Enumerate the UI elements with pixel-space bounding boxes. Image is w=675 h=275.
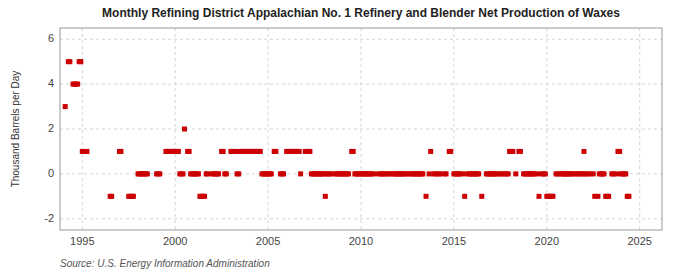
grid xyxy=(60,28,662,230)
point xyxy=(67,59,72,64)
grid-line xyxy=(60,218,662,219)
point xyxy=(323,194,328,199)
points xyxy=(63,59,632,199)
point xyxy=(372,171,377,176)
point xyxy=(307,149,312,154)
point xyxy=(202,194,207,199)
point xyxy=(461,171,466,176)
x-tick-label: 2025 xyxy=(627,235,651,247)
y-tick-label: 0 xyxy=(48,167,54,179)
point xyxy=(617,149,622,154)
point xyxy=(216,171,221,176)
point xyxy=(281,171,286,176)
point xyxy=(543,171,548,176)
grid-line xyxy=(82,28,83,230)
point xyxy=(581,149,586,154)
point xyxy=(157,171,162,176)
grid-line xyxy=(268,28,269,230)
point xyxy=(176,149,181,154)
point xyxy=(448,149,453,154)
point xyxy=(351,149,356,154)
point xyxy=(297,149,302,154)
point xyxy=(626,194,631,199)
point xyxy=(427,171,432,176)
x-tick-label: 2005 xyxy=(256,235,280,247)
point xyxy=(479,194,484,199)
point xyxy=(145,171,150,176)
y-tick-label: 6 xyxy=(48,32,54,44)
point xyxy=(181,171,186,176)
source-note: Source: U.S. Energy Information Administ… xyxy=(60,258,270,269)
point xyxy=(221,149,226,154)
point xyxy=(236,171,241,176)
x-tick-label: 2020 xyxy=(535,235,559,247)
point xyxy=(78,59,83,64)
grid-line xyxy=(546,28,547,230)
point xyxy=(462,194,467,199)
grid-line xyxy=(60,129,662,130)
title: Monthly Refining District Appalachian No… xyxy=(102,6,620,20)
point xyxy=(273,149,278,154)
x-tick-label: 2010 xyxy=(349,235,373,247)
grid-line xyxy=(175,28,176,230)
point xyxy=(109,194,114,199)
chart: -2 0 2 4 6 1995 2000 2005 2010 2015 2020 2025 Monthl… xyxy=(0,0,675,275)
point xyxy=(518,149,523,154)
point xyxy=(476,171,481,176)
plot-frame xyxy=(60,28,662,230)
grid-line xyxy=(60,39,662,40)
point xyxy=(182,127,187,132)
point xyxy=(346,171,351,176)
point xyxy=(298,171,303,176)
y-tick-label: 4 xyxy=(48,77,54,89)
point xyxy=(513,171,518,176)
point xyxy=(187,149,192,154)
point xyxy=(420,171,425,176)
point xyxy=(224,171,229,176)
point xyxy=(506,171,511,176)
point xyxy=(118,149,123,154)
point xyxy=(424,194,429,199)
point xyxy=(606,194,611,199)
point xyxy=(258,149,263,154)
x-tick-label: 2015 xyxy=(442,235,466,247)
point xyxy=(84,149,89,154)
point xyxy=(614,171,619,176)
point xyxy=(63,104,68,109)
point xyxy=(205,171,210,176)
point xyxy=(595,194,600,199)
point xyxy=(196,171,201,176)
point xyxy=(428,149,433,154)
grid-line xyxy=(453,28,454,230)
plot-area xyxy=(60,28,662,230)
grid-line xyxy=(361,28,362,230)
grid-line xyxy=(639,28,640,230)
point xyxy=(131,194,136,199)
point xyxy=(550,194,555,199)
point xyxy=(437,171,442,176)
point xyxy=(269,171,274,176)
point xyxy=(623,171,628,176)
point xyxy=(510,149,515,154)
point xyxy=(75,82,80,87)
point xyxy=(536,194,541,199)
point xyxy=(535,171,540,176)
y-tick-label: 2 xyxy=(48,122,54,134)
point xyxy=(233,149,238,154)
point xyxy=(602,171,607,176)
x-tick-label: 1995 xyxy=(70,235,94,247)
point xyxy=(591,171,596,176)
point xyxy=(444,171,449,176)
y-tick-label: -2 xyxy=(44,212,54,224)
y-axis-label: Thousand Barrels per Day xyxy=(10,71,21,188)
x-tick-label: 2000 xyxy=(163,235,187,247)
